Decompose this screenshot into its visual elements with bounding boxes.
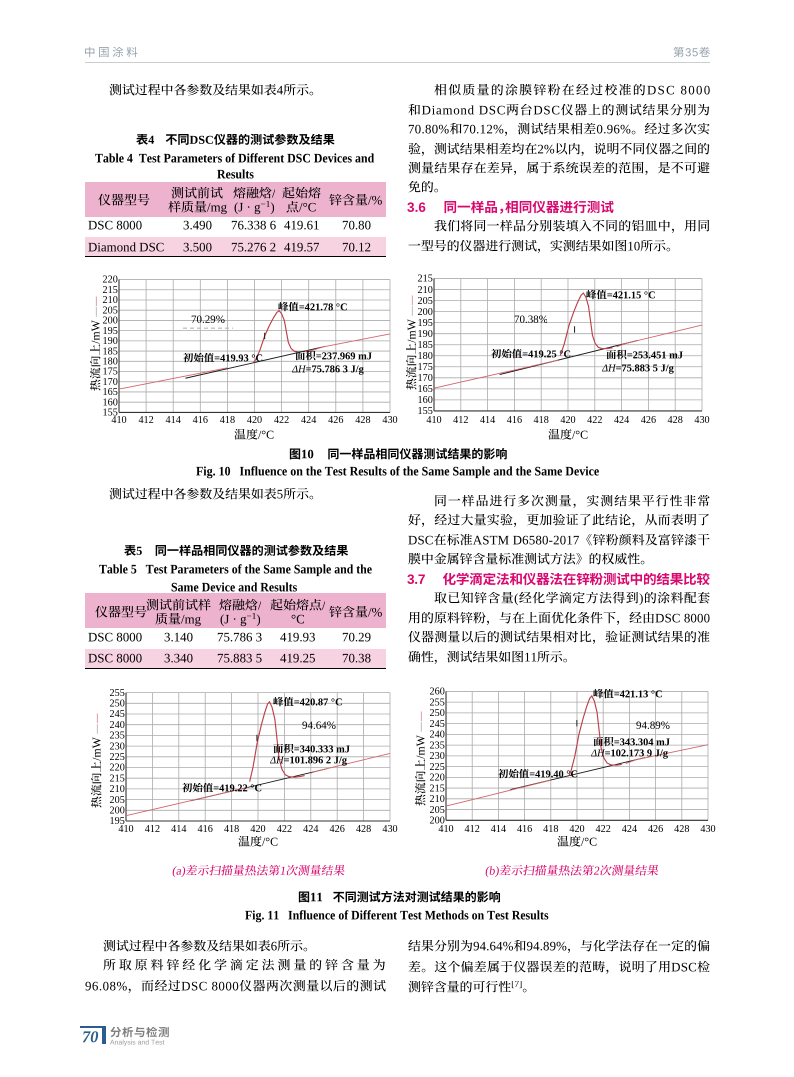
svg-text:170: 170 <box>418 373 433 384</box>
svg-text:412: 412 <box>138 415 153 426</box>
svg-text:160: 160 <box>103 397 118 408</box>
svg-text:428: 428 <box>668 415 683 426</box>
svg-text:155: 155 <box>418 406 433 417</box>
svg-text:215: 215 <box>418 274 433 285</box>
svg-text:225: 225 <box>430 762 445 773</box>
svg-text:422: 422 <box>274 415 289 426</box>
svg-text:250: 250 <box>430 708 445 719</box>
svg-text:170: 170 <box>103 377 118 388</box>
svg-text:220: 220 <box>430 773 445 784</box>
svg-text:180: 180 <box>418 351 433 362</box>
svg-text:175: 175 <box>103 367 118 378</box>
svg-text:260: 260 <box>430 687 445 698</box>
svg-text:422: 422 <box>277 824 292 835</box>
svg-text:426: 426 <box>330 824 345 835</box>
svg-text:410: 410 <box>111 415 126 426</box>
svg-text:422: 422 <box>587 415 602 426</box>
svg-text:235: 235 <box>430 740 445 751</box>
svg-text:230: 230 <box>110 741 125 752</box>
svg-text:255: 255 <box>430 697 445 708</box>
svg-text:416: 416 <box>193 415 208 426</box>
svg-text:426: 426 <box>641 415 656 426</box>
svg-text:240: 240 <box>430 730 445 741</box>
svg-text:235: 235 <box>110 731 125 742</box>
svg-text:428: 428 <box>674 824 689 835</box>
svg-text:430: 430 <box>382 824 397 835</box>
svg-text:215: 215 <box>103 285 118 296</box>
svg-text:220: 220 <box>103 275 118 286</box>
svg-text:250: 250 <box>110 699 125 710</box>
svg-text:412: 412 <box>453 415 468 426</box>
svg-text:428: 428 <box>356 824 371 835</box>
svg-text:430: 430 <box>694 415 709 426</box>
svg-text:220: 220 <box>110 763 125 774</box>
svg-text:165: 165 <box>103 387 118 398</box>
svg-text:190: 190 <box>103 336 118 347</box>
svg-text:225: 225 <box>110 752 125 763</box>
svg-text:418: 418 <box>543 824 558 835</box>
svg-text:414: 414 <box>491 824 506 835</box>
svg-text:418: 418 <box>220 415 235 426</box>
svg-text:165: 165 <box>418 384 433 395</box>
svg-text:205: 205 <box>110 795 125 806</box>
svg-text:424: 424 <box>622 824 637 835</box>
svg-text:424: 424 <box>303 824 318 835</box>
svg-text:210: 210 <box>110 784 125 795</box>
svg-text:245: 245 <box>430 719 445 730</box>
svg-text:200: 200 <box>418 307 433 318</box>
svg-text:414: 414 <box>480 415 495 426</box>
svg-text:200: 200 <box>430 816 445 827</box>
svg-text:190: 190 <box>418 329 433 340</box>
svg-text:420: 420 <box>247 415 262 426</box>
svg-text:426: 426 <box>328 415 343 426</box>
svg-text:195: 195 <box>103 326 118 337</box>
svg-text:230: 230 <box>430 751 445 762</box>
svg-text:185: 185 <box>103 346 118 357</box>
svg-text:200: 200 <box>103 316 118 327</box>
svg-text:416: 416 <box>507 415 522 426</box>
svg-text:410: 410 <box>118 824 133 835</box>
svg-text:426: 426 <box>648 824 663 835</box>
svg-text:185: 185 <box>418 340 433 351</box>
svg-text:210: 210 <box>418 285 433 296</box>
svg-text:210: 210 <box>430 794 445 805</box>
svg-text:414: 414 <box>166 415 181 426</box>
svg-text:416: 416 <box>198 824 213 835</box>
svg-text:418: 418 <box>224 824 239 835</box>
svg-text:412: 412 <box>145 824 160 835</box>
svg-text:255: 255 <box>110 688 125 699</box>
svg-text:420: 420 <box>250 824 265 835</box>
svg-text:410: 410 <box>426 415 441 426</box>
svg-text:195: 195 <box>418 318 433 329</box>
svg-text:410: 410 <box>438 824 453 835</box>
svg-text:215: 215 <box>110 773 125 784</box>
svg-text:195: 195 <box>110 816 125 827</box>
svg-text:416: 416 <box>517 824 532 835</box>
svg-text:418: 418 <box>534 415 549 426</box>
svg-text:428: 428 <box>355 415 370 426</box>
svg-text:412: 412 <box>465 824 480 835</box>
svg-text:210: 210 <box>103 295 118 306</box>
svg-text:160: 160 <box>418 395 433 406</box>
svg-text:175: 175 <box>418 362 433 373</box>
svg-text:180: 180 <box>103 357 118 368</box>
svg-text:430: 430 <box>382 415 397 426</box>
svg-text:414: 414 <box>171 824 186 835</box>
svg-text:245: 245 <box>110 709 125 720</box>
svg-text:240: 240 <box>110 720 125 731</box>
svg-text:205: 205 <box>430 805 445 816</box>
svg-text:205: 205 <box>103 305 118 316</box>
svg-text:200: 200 <box>110 806 125 817</box>
svg-text:205: 205 <box>418 296 433 307</box>
svg-text:422: 422 <box>596 824 611 835</box>
svg-text:424: 424 <box>614 415 629 426</box>
svg-text:420: 420 <box>569 824 584 835</box>
svg-text:155: 155 <box>103 408 118 419</box>
svg-text:215: 215 <box>430 783 445 794</box>
svg-text:430: 430 <box>700 824 715 835</box>
svg-text:420: 420 <box>560 415 575 426</box>
svg-text:424: 424 <box>301 415 316 426</box>
